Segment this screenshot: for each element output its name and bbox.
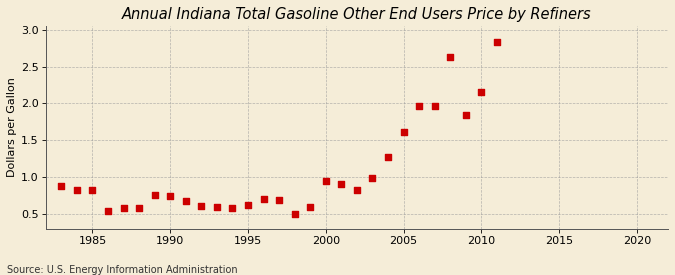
Point (491, 40, 502, 44)
Point (196, 204, 207, 208)
Point (72, 188, 82, 192)
Point (460, 113, 471, 117)
Point (336, 182, 347, 186)
Point (242, 202, 253, 207)
Point (321, 179, 331, 183)
Point (305, 205, 316, 209)
Point (149, 193, 160, 197)
Point (414, 103, 425, 108)
Point (211, 205, 222, 209)
Point (259, 197, 269, 201)
Text: Source: U.S. Energy Information Administration: Source: U.S. Energy Information Administ… (7, 265, 238, 275)
Point (367, 176, 378, 180)
Point (118, 205, 129, 210)
Point (87, 188, 98, 192)
Point (352, 188, 362, 192)
Point (165, 194, 176, 198)
Point (476, 90, 487, 95)
Point (383, 155, 394, 160)
Point (274, 198, 285, 202)
Point (134, 206, 144, 211)
Point (445, 55, 456, 59)
Point (290, 211, 300, 216)
Y-axis label: Dollars per Gallon: Dollars per Gallon (7, 78, 17, 177)
Point (398, 129, 409, 134)
Point (227, 205, 238, 210)
Point (56, 183, 67, 188)
Point (103, 209, 113, 214)
Title: Annual Indiana Total Gasoline Other End Users Price by Refiners: Annual Indiana Total Gasoline Other End … (122, 7, 592, 22)
Point (180, 199, 191, 203)
Point (429, 104, 440, 109)
